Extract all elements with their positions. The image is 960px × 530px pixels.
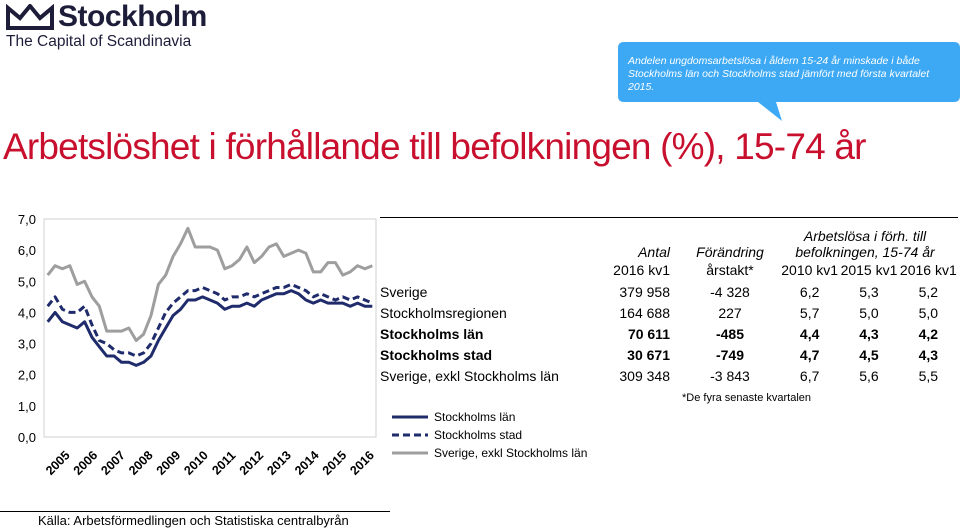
table-cell: 4,7 [799,346,820,363]
series-line-1 [46,282,373,358]
x-tick-label: 2014 [292,448,322,478]
y-tick-label: 5,0 [18,274,36,289]
subheader-blank [380,260,580,282]
legend-item: Stockholms stad [392,426,587,444]
page-title: Arbetslöshet i förhållande till befolkni… [3,126,866,167]
series-line-2 [46,226,373,342]
logo-wordmark: Stockholm [58,0,207,33]
table-cell: 5,7 [799,304,820,321]
y-tick-label: 4,0 [18,305,36,320]
table-row: Stockholmsregionen 164 688 227 5,7 5,0 5,0 [380,303,958,324]
table-cell: 5,0 [918,304,939,321]
callout-shape [618,42,960,121]
legend-swatch-dashed-navy [392,433,428,437]
table-cell: 5,2 [918,283,939,300]
y-tick-label: 2,0 [18,368,36,383]
table-cell: 5,3 [859,283,879,300]
subheader-cell: 2015 kv1 [840,262,898,278]
table-cell: -4 328 [710,283,750,300]
legend-label: Stockholms län [434,410,516,424]
header-antal: Antal [580,217,680,260]
table-row: Stockholms län 70 611 -485 4,4 4,3 4,2 [380,324,958,345]
table-corner [380,217,580,260]
x-tick-label: 2008 [126,448,156,478]
y-tick-label: 3,0 [18,337,36,352]
row-label: Stockholms stad [380,346,493,363]
legend-swatch-solid-grey [392,451,428,455]
source-text: Källa: Arbetsförmedlingen och Statistisk… [38,513,349,528]
statistics-table: Antal Förändring Arbetslösa i förh. till… [380,217,958,387]
subheader-cell: 2016 kv1 [613,262,670,278]
x-tick-label: 2009 [154,448,184,478]
table-cell: 6,2 [799,283,820,300]
y-tick-label: 6,0 [18,243,36,258]
x-tick-label: 2007 [98,448,128,478]
x-tick-label: 2011 [209,448,238,477]
row-label: Sverige, exkl Stockholms län [380,367,559,384]
y-tick-label: 7,0 [18,212,36,227]
table-cell: 4,3 [918,346,939,363]
source-divider [0,511,390,512]
table-header-row: Antal Förändring Arbetslösa i förh. till… [380,217,958,260]
table-cell: 30 671 [627,346,670,363]
logo-tagline: The Capital of Scandinavia [6,33,192,50]
x-tick-label: 2016 [347,448,377,478]
crown-icon [6,4,54,30]
table-cell: 4,3 [859,325,879,342]
table-row: Sverige 379 958 -4 328 6,2 5,3 5,2 [380,282,958,303]
table-cell: 5,5 [918,367,939,384]
table-cell: 5,0 [859,304,879,321]
table-row: Stockholms stad 30 671 -749 4,7 4,5 4,3 [380,345,958,366]
row-label: Sverige [380,283,428,300]
x-tick-label: 2013 [264,448,294,478]
line-chart: 0,0 1,0 2,0 3,0 4,0 5,0 6,0 7,0 2005 2006 2007 2008… [0,205,380,490]
table-cell: 4,5 [859,346,879,363]
x-tick-label: 2015 [320,448,350,478]
table-cell: 164 688 [619,304,670,321]
stockholm-logo: Stockholm The Capital of Scandinavia [6,0,221,52]
table-footnote: *De fyra senaste kvartalen [682,392,812,404]
subheader-cell: årstakt* [706,262,754,278]
table-cell: 379 958 [619,283,670,300]
series-line-0 [46,289,373,367]
callout-text: Andelen ungdomsarbetslösa i åldern 15-24… [628,55,930,93]
subheader-cell: 2016 kv1 [899,262,957,278]
table-subheader-row: 2016 kv1 årstakt* 2010 kv1 2015 kv1 2016… [380,260,958,282]
legend-label: Sverige, exkl Stockholms län [434,446,588,460]
x-tick-label: 2006 [71,448,101,478]
table-cell: 4,2 [918,325,939,342]
header-forandring: Förändring [680,217,780,260]
legend-label: Stockholms stad [434,428,523,442]
x-tick-label: 2012 [237,448,267,478]
table-row: Sverige, exkl Stockholms län 309 348 -3 84… [380,366,958,387]
subheader-cell: 2010 kv1 [781,262,839,278]
plot-area-border [43,218,377,438]
table-cell: 5,6 [859,367,879,384]
x-tick-label: 2005 [43,448,73,478]
table-body: Sverige 379 958 -4 328 6,2 5,3 5,2 Stockholmsr… [380,282,958,387]
y-tick-label: 0,0 [18,430,36,445]
table-cell: 70 611 [627,325,670,342]
table-cell: 4,4 [799,325,820,342]
legend-swatch-solid-navy [392,415,428,419]
table-cell: 6,7 [799,367,820,384]
row-label: Stockholms län [380,325,484,342]
chart-svg: 0,0 1,0 2,0 3,0 4,0 5,0 6,0 7,0 2005200620072008… [18,212,377,478]
x-tick-label: 2010 [181,448,211,478]
y-tick-label: 1,0 [18,399,36,414]
callout-bubble: Andelen ungdomsarbetslösa i åldern 15-24… [618,42,960,122]
table-cell: -749 [715,346,745,363]
row-label: Stockholmsregionen [380,304,507,321]
header-andel: Arbetslösa i förh. till befolkningen, 15… [780,217,958,260]
legend-item: Sverige, exkl Stockholms län [392,444,587,462]
table-cell: -485 [715,325,745,342]
table-cell: -3 843 [710,367,750,384]
table-cell: 227 [718,304,742,321]
legend-item: Stockholms län [392,408,587,426]
chart-legend: Stockholms län Stockholms stad Sverige, … [392,408,587,462]
table-cell: 309 348 [619,367,670,384]
